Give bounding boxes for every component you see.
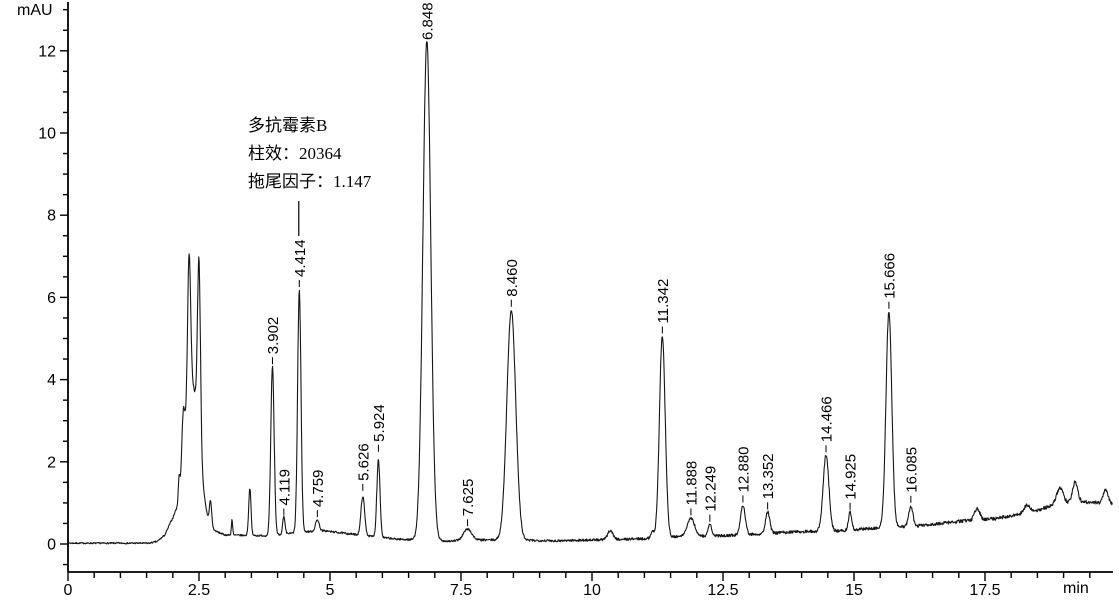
peak-retention-time-label: 4.119 bbox=[276, 469, 293, 505]
peak-annotation-block: 多抗霉素B 柱效：20364 拖尾因子：1.147 bbox=[248, 112, 371, 196]
x-tick-label: 5 bbox=[326, 582, 335, 599]
x-tick-label: 0 bbox=[64, 582, 73, 599]
annotation-tailing-factor: 拖尾因子：1.147 bbox=[248, 172, 372, 191]
x-tick-label: 15 bbox=[845, 582, 863, 599]
x-axis-unit-label: min bbox=[1063, 580, 1089, 597]
peak-retention-time-label: 15.666 bbox=[881, 253, 898, 299]
y-tick-label: 12 bbox=[38, 43, 56, 60]
y-tick-label: 10 bbox=[38, 126, 56, 143]
peak-retention-time-label: 13.352 bbox=[760, 453, 777, 499]
peak-retention-time-label: 12.249 bbox=[702, 466, 719, 512]
peak-retention-time-label: 12.880 bbox=[735, 446, 752, 492]
y-axis-unit-label: mAU bbox=[17, 2, 53, 19]
peak-retention-time-label: 7.625 bbox=[460, 479, 477, 517]
y-tick-label: 4 bbox=[47, 372, 56, 389]
annotation-column-efficiency: 柱效：20364 bbox=[248, 144, 342, 163]
peak-retention-time-label: 3.902 bbox=[265, 317, 282, 355]
peak-retention-time-label: 11.342 bbox=[655, 279, 672, 324]
peak-retention-time-label: 4.759 bbox=[310, 470, 327, 508]
y-tick-label: 8 bbox=[47, 208, 56, 225]
peak-retention-time-label: 11.888 bbox=[683, 461, 700, 506]
peak-retention-time-label: 8.460 bbox=[504, 259, 521, 297]
x-tick-label: 12.5 bbox=[707, 582, 738, 599]
peak-retention-time-label: 6.848 bbox=[419, 2, 436, 40]
peak-retention-time-label: 4.414 bbox=[292, 239, 309, 277]
x-tick-label: 2.5 bbox=[188, 582, 210, 599]
annotation-compound-name: 多抗霉素B bbox=[248, 116, 328, 135]
y-tick-label: 0 bbox=[47, 537, 56, 554]
x-tick-label: 17.5 bbox=[969, 582, 1000, 599]
chromatogram-trace bbox=[67, 41, 1113, 545]
peak-retention-time-label: 16.085 bbox=[903, 447, 920, 493]
x-tick-label: 7.5 bbox=[450, 582, 472, 599]
peak-retention-time-label: 14.466 bbox=[819, 396, 836, 442]
x-tick-label: 10 bbox=[583, 582, 601, 599]
peak-retention-time-label: 14.925 bbox=[843, 454, 860, 500]
peak-retention-time-label: 5.626 bbox=[355, 443, 372, 481]
y-tick-label: 6 bbox=[47, 290, 56, 307]
peak-retention-time-label: 5.924 bbox=[371, 404, 388, 442]
y-tick-label: 2 bbox=[47, 454, 56, 471]
